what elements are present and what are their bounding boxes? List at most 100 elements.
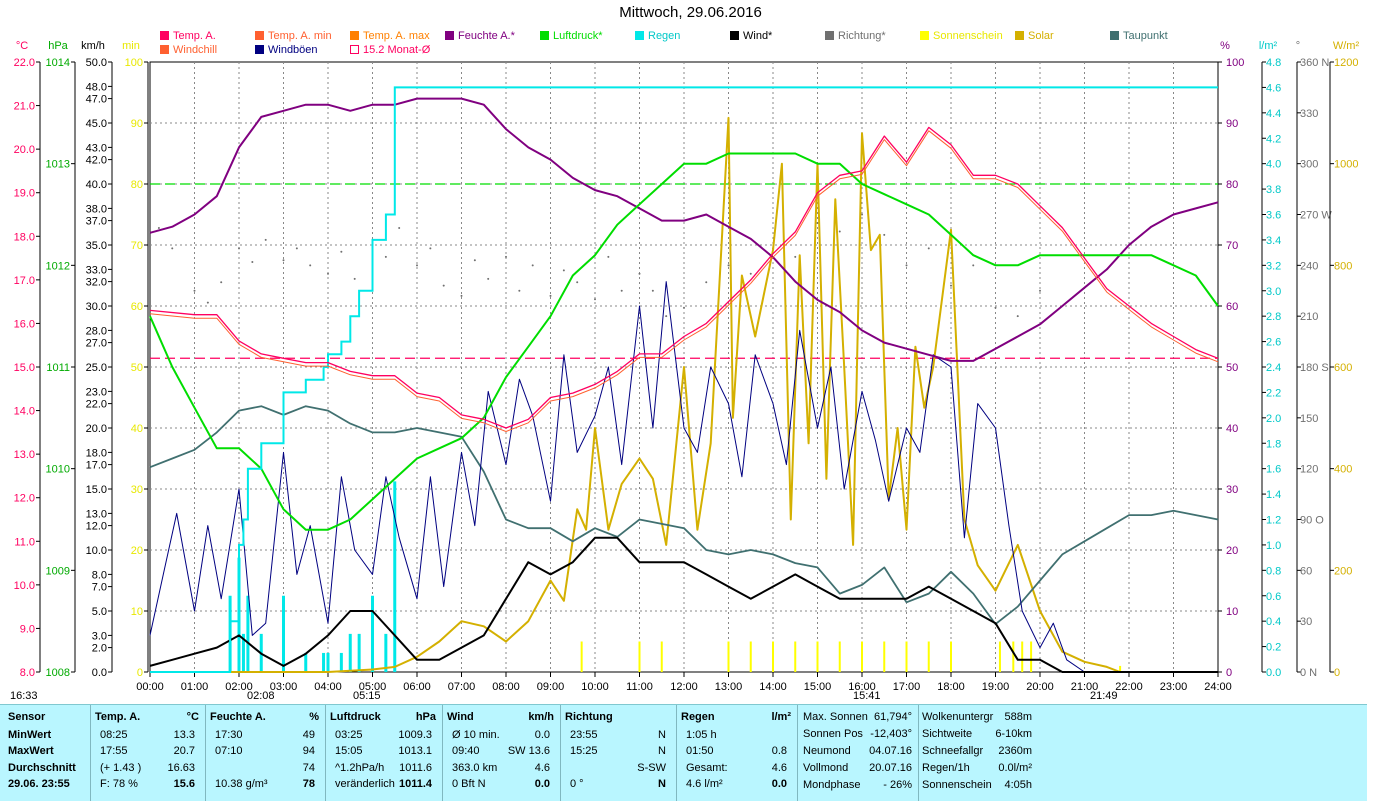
pressure-tick-label: 1011 xyxy=(46,362,70,374)
legend-label: Solar xyxy=(1028,30,1054,42)
direction-point xyxy=(1039,289,1041,292)
humidity-tick-label: 50 xyxy=(1226,362,1238,374)
sunmin-tick-label: 0 xyxy=(137,667,143,679)
sunshine-bar xyxy=(794,641,797,672)
humidity-line xyxy=(149,97,1219,362)
temp-tick-label: 12.0 xyxy=(14,493,35,505)
legend-swatch xyxy=(1015,31,1024,40)
stats-sun-value: 20.07.16 xyxy=(869,762,912,774)
sunshine-bar xyxy=(580,641,583,672)
sunmin-tick-label: 20 xyxy=(131,545,143,557)
direction-point xyxy=(251,260,254,263)
stats-misc-value: 4:05h xyxy=(1004,779,1032,791)
stats-direction-max-label: 15:25 xyxy=(570,745,598,757)
wind-tick-label: 43.0 xyxy=(86,142,107,154)
temp-tick-label: 16.0 xyxy=(14,318,35,330)
direction-point xyxy=(994,306,997,309)
x-tick-label: 17:00 xyxy=(893,681,921,690)
stats-row-avg: Durchschnitt xyxy=(8,762,76,774)
legend-swatch xyxy=(350,31,359,40)
sunshine-bar xyxy=(638,641,641,672)
rain-bar xyxy=(384,633,388,672)
sunshine-bar xyxy=(749,641,752,672)
direction-point xyxy=(861,213,863,216)
sunshine-bar xyxy=(1119,665,1122,672)
rain-tick-label: 4.6 xyxy=(1266,82,1281,94)
solar-tick-label: 600 xyxy=(1334,362,1352,374)
stats-direction-header: Richtung xyxy=(565,711,613,723)
direction-point xyxy=(638,272,641,275)
solar-tick-label: 200 xyxy=(1334,565,1352,577)
stats-misc-value: 0.0l/m² xyxy=(998,762,1032,774)
solar-tick-label: 1200 xyxy=(1334,57,1358,69)
stats-rain-avg-value: 4.6 xyxy=(771,762,787,774)
wind-tick-label: 28.0 xyxy=(86,325,107,337)
x-tick-label: 19:00 xyxy=(982,681,1010,690)
humidity-tick-label: 10 xyxy=(1226,606,1238,618)
temp-tick-label: 13.0 xyxy=(14,449,35,461)
stats-wind-header: Wind xyxy=(447,711,474,723)
legend-swatch xyxy=(160,45,169,54)
stats-sun-label: Mondphase xyxy=(803,779,861,791)
direction-point xyxy=(429,247,432,250)
legend-label: Wind* xyxy=(743,30,773,42)
stats-misc-label: Sonnenschein xyxy=(922,779,992,791)
rain-bar xyxy=(339,652,343,672)
direction-point xyxy=(442,284,445,287)
x-tick-label: 11:00 xyxy=(626,681,653,690)
direction-point xyxy=(972,264,975,267)
sunmin-tick-label: 50 xyxy=(131,362,143,374)
humidity-tick-label: 100 xyxy=(1226,57,1244,69)
rain-tick-label: 1.4 xyxy=(1266,489,1281,501)
legend-swatch xyxy=(255,45,264,54)
direction-point xyxy=(238,247,240,250)
legend-item: Sonnenschein xyxy=(920,30,1003,42)
wind-tick-label: 23.0 xyxy=(86,386,107,398)
rain-tick-label: 1.8 xyxy=(1266,438,1281,450)
sunmin-tick-label: 90 xyxy=(131,118,143,130)
stats-humidity-header: Feuchte A. xyxy=(210,711,266,723)
direction-point xyxy=(295,247,298,250)
sunshine-bar xyxy=(1021,641,1024,672)
legend-item: Windchill xyxy=(160,44,217,56)
stats-wind-current-label: 0 Bft N xyxy=(452,778,486,790)
rain-bar xyxy=(357,633,361,672)
legend-item: 15.2 Monat-Ø xyxy=(350,44,430,56)
rain-tick-label: 2.2 xyxy=(1266,387,1281,399)
x-tick-label: 12:00 xyxy=(670,681,698,690)
stats-humidity-max-value: 94 xyxy=(302,745,315,757)
humidity-tick-label: 60 xyxy=(1226,301,1238,313)
stats-misc-label: Schneefallgr xyxy=(922,745,984,757)
stats-temp-current-value: 15.6 xyxy=(173,778,195,790)
stats-temp-unit: °C xyxy=(186,711,199,723)
legend-item: Taupunkt xyxy=(1110,30,1168,42)
sunmin-tick-label: 10 xyxy=(131,606,143,618)
legend-label: Temp. A. max xyxy=(363,30,430,42)
x-tick-label: 04:00 xyxy=(314,681,342,690)
wind-tick-label: 42.0 xyxy=(86,155,107,167)
sunshine-bar xyxy=(838,641,841,672)
x-tick-label: 22:00 xyxy=(1115,681,1143,690)
stats-humidity-unit: % xyxy=(309,711,319,723)
stats-rain-avg-label: Gesamt: xyxy=(686,762,728,774)
weather-chart: 00:00 01:00 02:00 03:00 04:00 05:00 06:00 07:00… xyxy=(14,40,1360,690)
stats-pressure-current-label: veränderlich xyxy=(335,778,395,790)
stats-pressure-min-value: 1009.3 xyxy=(398,729,432,741)
rain-bar xyxy=(304,652,308,672)
time-left: 16:33 xyxy=(10,690,38,702)
temp-tick-label: 9.0 xyxy=(20,623,35,635)
legend-label: 15.2 Monat-Ø xyxy=(363,44,431,56)
rain-tick-label: 4.4 xyxy=(1266,108,1281,120)
chart-title: Mittwoch, 29.06.2016 xyxy=(619,4,762,21)
stats-rain-header: Regen xyxy=(681,711,715,723)
legend-label: Feuchte A.* xyxy=(458,30,515,42)
rain-tick-label: 2.4 xyxy=(1266,362,1281,374)
solar-tick-label: 0 xyxy=(1334,667,1340,679)
legend-label: Richtung* xyxy=(838,30,886,42)
stats-divider xyxy=(797,705,798,801)
stats-row-max: MaxWert xyxy=(8,745,54,757)
stats-divider xyxy=(325,705,326,801)
stats-wind-min-label: Ø 10 min. xyxy=(452,729,500,741)
humidity-tick-label: 70 xyxy=(1226,240,1238,252)
wind-tick-label: 13.0 xyxy=(86,508,107,520)
